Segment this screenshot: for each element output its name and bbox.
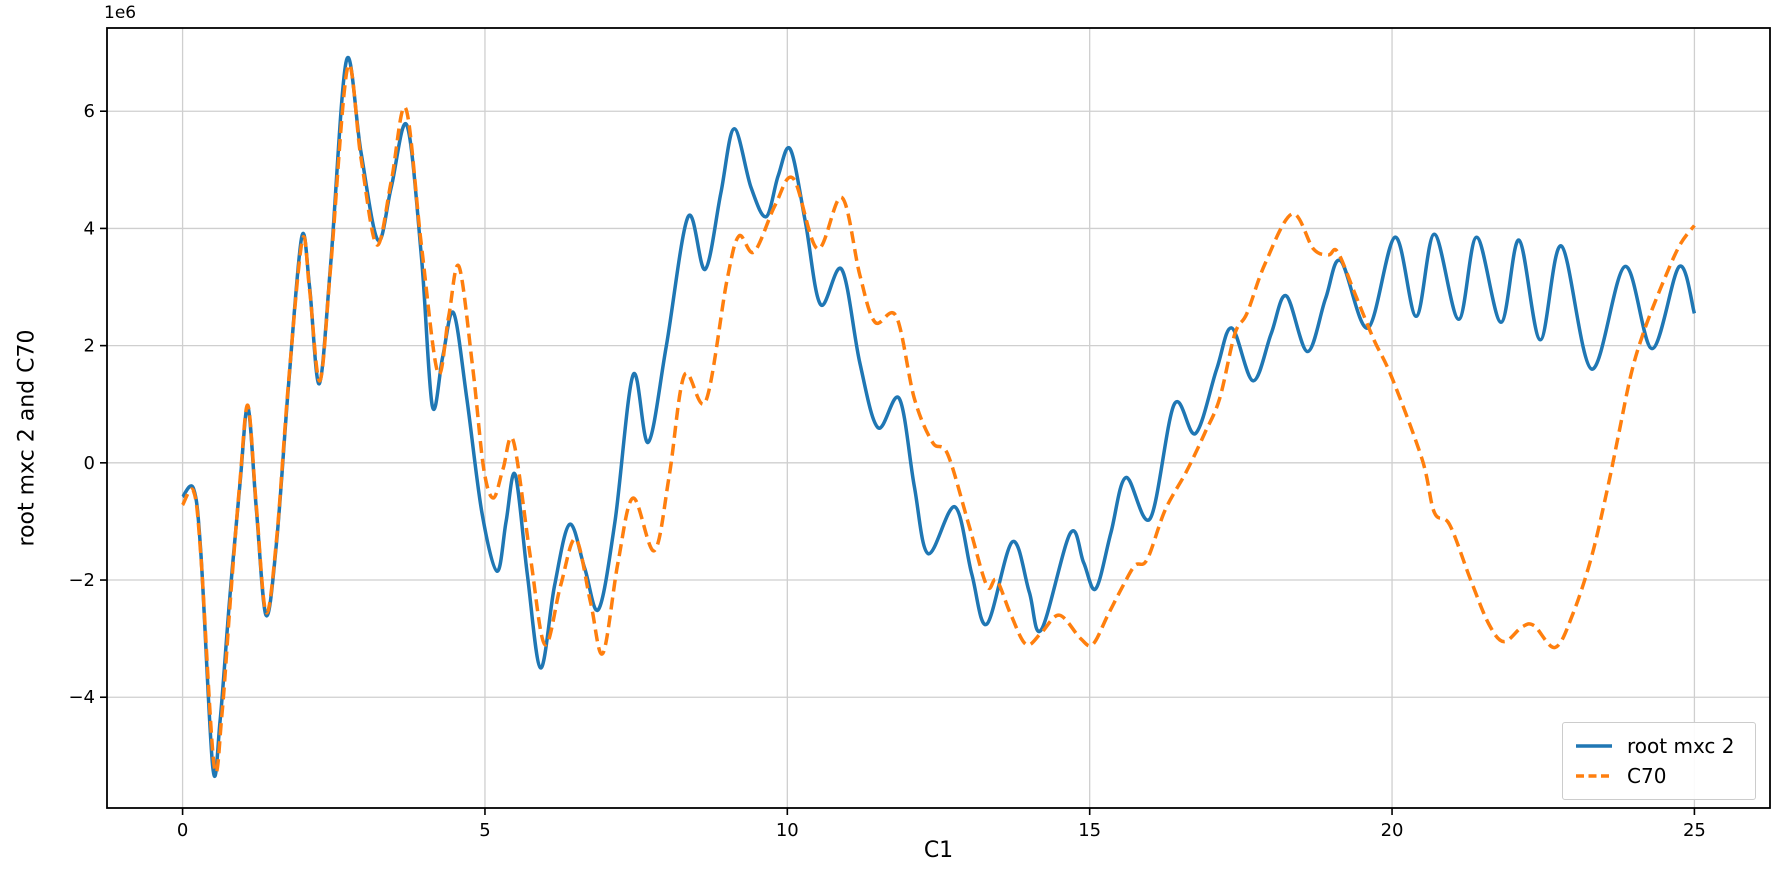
y-tick-label: 4: [84, 218, 95, 239]
legend-line-sample-dashed-icon: [1576, 774, 1612, 778]
x-tick-label: 15: [1078, 820, 1101, 841]
y-axis-offset-label: 1e6: [104, 3, 137, 23]
y-tick-label: −4: [68, 687, 95, 708]
x-tick-label: 25: [1683, 820, 1706, 841]
y-tick-label: 0: [84, 453, 95, 474]
legend-line-sample-solid-icon: [1576, 744, 1612, 748]
legend-entry-c70: C70: [1563, 766, 1755, 786]
series-line-c70: [181, 62, 1696, 775]
x-tick-label: 5: [479, 820, 490, 841]
axes-spines: [106, 27, 1771, 809]
legend: root mxc 2 C70: [1562, 722, 1756, 800]
y-axis-title: root mxc 2 and C70: [14, 329, 40, 547]
y-tick-label: 6: [84, 101, 95, 122]
x-tick-label: 0: [177, 820, 188, 841]
legend-label-series-1: root mxc 2: [1627, 734, 1735, 758]
x-axis-title: C1: [923, 838, 954, 863]
legend-label-series-2: C70: [1627, 764, 1667, 788]
x-tick-label: 10: [776, 820, 799, 841]
y-tick-label: 2: [84, 336, 95, 357]
y-tick-label: −2: [68, 570, 95, 591]
series-line-root-mxc-2: [181, 55, 1697, 778]
x-tick-label: 20: [1381, 820, 1404, 841]
legend-entry-root-mxc-2: root mxc 2: [1563, 736, 1755, 756]
